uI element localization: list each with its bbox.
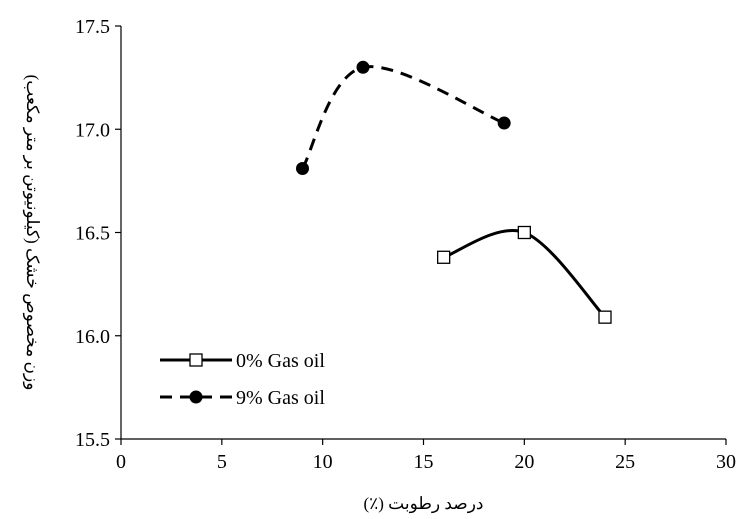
data-point [437,250,451,264]
data-point [296,161,309,175]
legend: 0% Gas oil 9% Gas oil [160,350,325,409]
x-tick-label: 0 [116,451,126,473]
legend-label: 0% Gas oil [236,350,325,372]
x-tick-label: 20 [514,451,534,473]
y-tick-label: 16.0 [75,326,110,348]
axis-ticks: 15.5 16.0 16.5 17.0 17.5 0 5 10 15 20 25 30 [75,16,736,473]
y-tick-label: 16.5 [75,223,110,245]
series-line [443,229,607,319]
x-axis-title: درصد رطوبت (٪) [363,494,483,514]
y-axis-title: وزن مخصوص خشک (کیلونیوتن بر متر مکعب) [22,75,42,391]
legend-marker [189,390,203,404]
x-tick-label: 10 [313,451,333,473]
x-tick-label: 25 [615,451,635,473]
data-point [356,60,370,74]
series-0 [437,225,612,324]
legend-label: 9% Gas oil [236,387,325,409]
x-tick-label: 5 [217,451,227,473]
y-tick-label: 17.0 [75,119,110,141]
legend-marker [189,353,203,367]
series-line [301,65,505,170]
data-point [598,310,612,324]
y-tick-label: 17.5 [75,16,110,38]
chart-axes [120,26,726,440]
series-1 [296,60,511,175]
x-tick-label: 30 [716,451,736,473]
series-layer [296,60,612,324]
y-tick-label: 15.5 [75,429,110,451]
x-tick-label: 15 [414,451,434,473]
data-point [517,225,531,240]
data-point [497,116,511,130]
